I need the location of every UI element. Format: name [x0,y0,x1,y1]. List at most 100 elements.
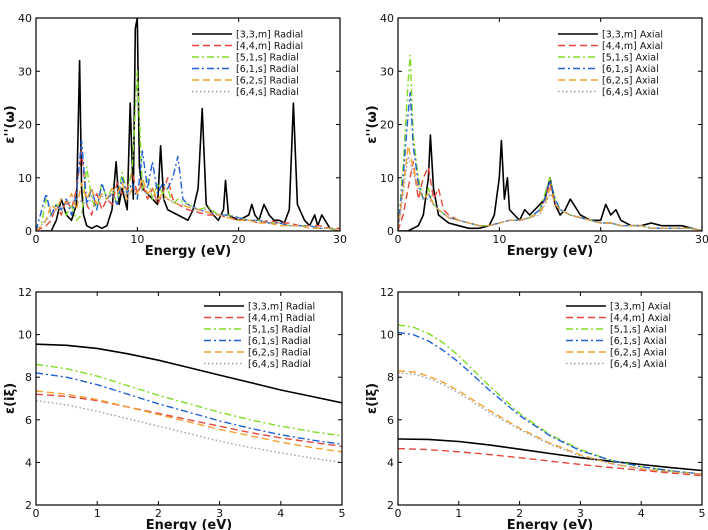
legend: [3,3,m] Radial[4,4,m] Radial[5,1,s] Radi… [192,30,303,98]
series-line-4 [398,331,702,475]
legend-label: [6,1,s] Axial [610,336,667,347]
y-tick-label: 6 [25,414,32,427]
x-tick-label: 2 [155,507,162,520]
legend-label: [6,1,s] Axial [602,64,659,75]
x-tick-label: 0 [395,507,402,520]
legend-label: [6,2,s] Axial [610,348,667,359]
y-tick-label: 20 [18,119,32,132]
legend-label: [5,1,s] Axial [602,53,659,64]
plot-frame [397,291,703,506]
legend: [3,3,m] Axial[4,4,m] Axial[5,1,s] Axial[… [558,30,663,98]
x-tick-label: 10 [492,233,506,246]
x-axis-label: Energy (eV) [145,244,231,259]
y-tick-label: 8 [387,371,394,384]
chart-panel-top-right: 0 10 20 30 0 10 20 30 40 Energy (eV) ε''(ω) [3,3,m]… [365,12,708,259]
legend-label: [6,2,s] Radial [236,76,299,87]
legend-label: [6,1,s] Radial [236,64,299,75]
legend-label: [5,1,s] Axial [610,325,667,336]
series-line-2 [398,161,702,231]
x-tick-label: 3 [577,507,584,520]
x-tick-label: 4 [277,507,284,520]
y-tick-label: 10 [380,329,394,342]
y-tick-label: 2 [387,499,394,512]
chart-panel-top-left: 0 10 20 30 0 10 20 30 40 Energy (eV) ε''(ω) [3,3,m]… [3,12,347,259]
legend-label: [5,1,s] Radial [236,53,299,64]
y-tick-label: 0 [25,225,32,238]
legend-label: [6,4,s] Axial [602,87,659,98]
legend: [3,3,m] Axial[4,4,m] Axial[5,1,s] Axial[… [566,302,671,370]
x-tick-label: 0 [395,233,402,246]
x-tick-label: 1 [455,507,462,520]
x-tick-label: 1 [94,507,101,520]
series-line-6 [398,155,702,231]
legend-label: [6,2,s] Radial [248,348,311,359]
legend-label: [5,1,s] Radial [248,325,311,336]
series-line-1 [398,134,702,231]
legend-label: [4,4,m] Radial [248,313,315,324]
y-tick-label: 30 [380,65,394,78]
legend-label: [3,3,m] Radial [248,302,315,313]
x-tick-label: 3 [216,507,223,520]
y-tick-label: 0 [387,225,394,238]
y-axis-label: ε''(ω) [365,105,380,143]
series-line-6 [398,372,702,475]
series-line-6 [36,399,342,464]
y-tick-label: 12 [18,286,32,299]
series-line-1 [398,438,702,472]
x-tick-label: 0 [33,507,40,520]
legend-label: [3,3,m] Radial [236,30,303,41]
series-line-3 [398,324,702,475]
legend-label: [6,4,s] Radial [236,87,299,98]
x-tick-label: 5 [339,507,346,520]
y-axis-label: ε(iξ) [365,383,380,414]
series-line-5 [36,390,342,453]
x-tick-label: 20 [232,233,246,246]
legend-label: [6,1,s] Radial [248,336,311,347]
y-tick-label: 8 [25,371,32,384]
y-tick-label: 40 [380,12,394,25]
series-line-2 [36,393,342,448]
legend-label: [6,4,s] Axial [610,359,667,370]
legend-label: [3,3,m] Axial [610,302,671,313]
legend-label: [3,3,m] Axial [602,30,663,41]
x-axis-label: Energy (eV) [507,518,593,530]
y-tick-label: 12 [380,286,394,299]
x-axis-label: Energy (eV) [507,244,593,259]
y-tick-label: 20 [380,119,394,132]
y-tick-label: 30 [18,65,32,78]
x-tick-label: 20 [594,233,608,246]
series-line-3 [36,363,342,437]
plot-frame [35,291,343,506]
y-tick-label: 10 [18,172,32,185]
y-tick-label: 4 [25,456,32,469]
legend-label: [6,4,s] Radial [248,359,311,370]
x-tick-label: 30 [333,233,347,246]
y-tick-label: 10 [18,329,32,342]
x-tick-label: 30 [695,233,708,246]
series-line-5 [398,370,702,475]
series-line-5 [36,177,340,231]
x-tick-label: 2 [516,507,523,520]
series-line-2 [398,447,702,477]
legend: [3,3,m] Radial[4,4,m] Radial[5,1,s] Radi… [204,302,315,370]
y-tick-label: 6 [387,414,394,427]
y-tick-label: 4 [387,456,394,469]
x-tick-label: 5 [699,507,706,520]
y-axis-label: ε''(ω) [3,105,18,143]
series-line-1 [36,343,342,404]
y-axis-label: ε(iξ) [3,383,18,414]
y-tick-label: 40 [18,12,32,25]
y-tick-label: 2 [25,499,32,512]
x-axis-label: Energy (eV) [146,518,232,530]
legend-label: [4,4,m] Axial [610,313,671,324]
x-tick-label: 4 [638,507,645,520]
series-line-4 [36,139,340,231]
series-line-4 [398,91,702,231]
legend-label: [6,2,s] Axial [602,76,659,87]
legend-label: [4,4,m] Radial [236,41,303,52]
x-tick-label: 0 [33,233,40,246]
x-tick-label: 10 [130,233,144,246]
